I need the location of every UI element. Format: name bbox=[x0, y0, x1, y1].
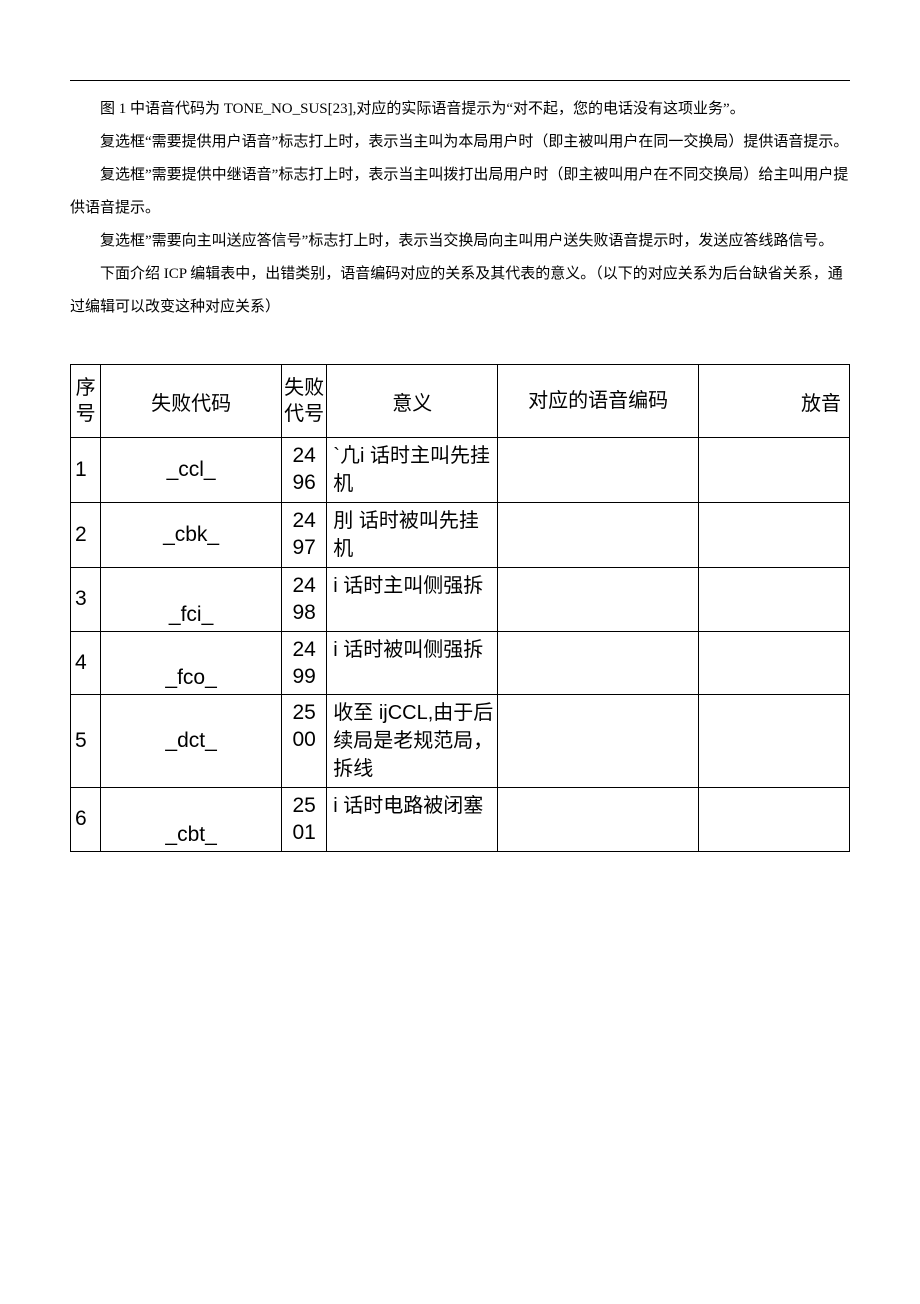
cell-seq: 5 bbox=[71, 695, 101, 788]
cell-voice bbox=[498, 438, 699, 503]
header-voice: 对应的语音编码 bbox=[498, 365, 699, 438]
table-row: 2 _cbk_ 2497 刖 话时被叫先挂机 bbox=[71, 503, 850, 568]
cell-seq: 3 bbox=[71, 568, 101, 632]
cell-code: _cbk_ bbox=[101, 503, 282, 568]
header-code: 失败代码 bbox=[101, 365, 282, 438]
cell-num: 2499 bbox=[282, 631, 327, 695]
divider-line bbox=[70, 80, 850, 81]
cell-voice bbox=[498, 568, 699, 632]
cell-seq: 4 bbox=[71, 631, 101, 695]
icp-table: 序号 失败代码 失败代号 意义 对应的语音编码 放音 1 _ccl_ 2496 … bbox=[70, 364, 850, 852]
intro-paragraph-3: 复选框”需要提供中继语音”标志打上时，表示当主叫拨打出局用户时（即主被叫用户在不… bbox=[70, 159, 850, 225]
table-row: 1 _ccl_ 2496 `凣i 话时主叫先挂机 bbox=[71, 438, 850, 503]
cell-meaning: 刖 话时被叫先挂机 bbox=[327, 503, 498, 568]
table-row: 6 _cbt_ 2501 i 话时电路被闭塞 bbox=[71, 788, 850, 852]
cell-play bbox=[699, 788, 850, 852]
cell-code: _cbt_ bbox=[101, 788, 282, 852]
cell-meaning: `凣i 话时主叫先挂机 bbox=[327, 438, 498, 503]
header-seq: 序号 bbox=[71, 365, 101, 438]
cell-seq: 2 bbox=[71, 503, 101, 568]
cell-voice bbox=[498, 503, 699, 568]
cell-meaning: i 话时电路被闭塞 bbox=[327, 788, 498, 852]
cell-num: 2497 bbox=[282, 503, 327, 568]
header-play: 放音 bbox=[699, 365, 850, 438]
header-meaning: 意义 bbox=[327, 365, 498, 438]
intro-paragraph-5: 下面介绍 ICP 编辑表中，出错类别，语音编码对应的关系及其代表的意义。（以下的… bbox=[70, 258, 850, 324]
table-body: 1 _ccl_ 2496 `凣i 话时主叫先挂机 2 _cbk_ 2497 刖 … bbox=[71, 438, 850, 852]
table-row: 4 _fco_ 2499 i 话时被叫侧强拆 bbox=[71, 631, 850, 695]
header-num: 失败代号 bbox=[282, 365, 327, 438]
cell-code: _dct_ bbox=[101, 695, 282, 788]
cell-meaning: i 话时主叫侧强拆 bbox=[327, 568, 498, 632]
cell-num: 2501 bbox=[282, 788, 327, 852]
cell-play bbox=[699, 695, 850, 788]
cell-code: _ccl_ bbox=[101, 438, 282, 503]
cell-num: 2496 bbox=[282, 438, 327, 503]
cell-num: 2500 bbox=[282, 695, 327, 788]
intro-paragraph-2: 复选框“需要提供用户语音”标志打上时，表示当主叫为本局用户时（即主被叫用户在同一… bbox=[70, 126, 850, 159]
cell-code: _fco_ bbox=[101, 631, 282, 695]
cell-voice bbox=[498, 788, 699, 852]
table-row: 3 _fci_ 2498 i 话时主叫侧强拆 bbox=[71, 568, 850, 632]
cell-code: _fci_ bbox=[101, 568, 282, 632]
table-header-row: 序号 失败代码 失败代号 意义 对应的语音编码 放音 bbox=[71, 365, 850, 438]
table-row: 5 _dct_ 2500 收至 ijCCL,由于后续局是老规范局，拆线 bbox=[71, 695, 850, 788]
cell-play bbox=[699, 631, 850, 695]
intro-section: 图 1 中语音代码为 TONE_NO_SUS[23],对应的实际语音提示为“对不… bbox=[70, 80, 850, 324]
cell-play bbox=[699, 438, 850, 503]
cell-meaning: 收至 ijCCL,由于后续局是老规范局，拆线 bbox=[327, 695, 498, 788]
cell-meaning: i 话时被叫侧强拆 bbox=[327, 631, 498, 695]
cell-voice bbox=[498, 631, 699, 695]
cell-play bbox=[699, 503, 850, 568]
cell-num: 2498 bbox=[282, 568, 327, 632]
cell-seq: 1 bbox=[71, 438, 101, 503]
intro-paragraph-4: 复选框”需要向主叫送应答信号”标志打上时，表示当交换局向主叫用户送失败语音提示时… bbox=[70, 225, 850, 258]
cell-voice bbox=[498, 695, 699, 788]
cell-seq: 6 bbox=[71, 788, 101, 852]
cell-play bbox=[699, 568, 850, 632]
intro-paragraph-1: 图 1 中语音代码为 TONE_NO_SUS[23],对应的实际语音提示为“对不… bbox=[70, 93, 850, 126]
